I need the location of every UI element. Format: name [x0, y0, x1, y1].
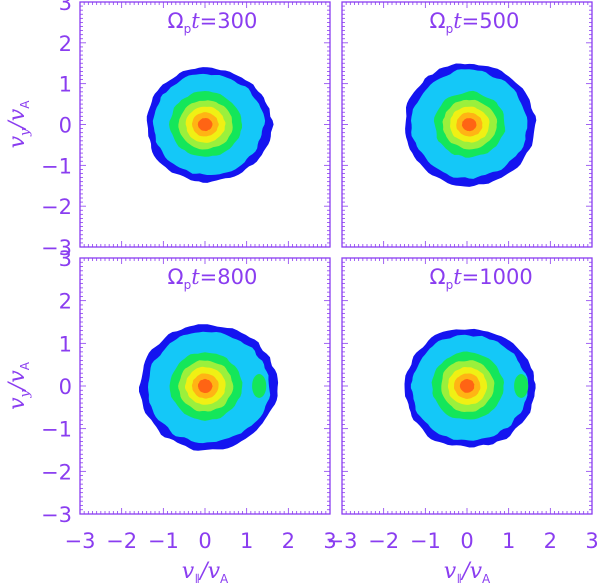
x-tick-label: −1: [148, 529, 179, 553]
secondary-beam-blob: [514, 374, 529, 398]
y-tick-label: −1: [41, 154, 72, 178]
x-tick-label: −1: [410, 529, 441, 553]
x-tick-label: 1: [240, 529, 253, 553]
panel-title: Ωpt=800: [168, 265, 258, 292]
y-tick-label: 2: [59, 290, 72, 314]
contour-level-7: [197, 118, 213, 132]
y-tick-label: −1: [41, 418, 72, 442]
y-tick-label: 3: [59, 0, 72, 15]
x-tick-label: 2: [544, 529, 557, 553]
x-tick-label: −2: [368, 529, 399, 553]
secondary-beam-blob: [252, 374, 267, 398]
contour-level-7: [461, 118, 477, 132]
y-tick-label: 2: [59, 32, 72, 56]
contour-level-7: [459, 378, 475, 393]
y-tick-label: 1: [59, 73, 72, 97]
y-tick-label: 0: [59, 114, 72, 138]
panel-3: Ωpt=800 −3 −2 −1 0 1 2 3 vy/vA −3 −2 −1 0 1 2 3 v∥/vA: [5, 247, 337, 583]
x-tick-label: −3: [327, 529, 358, 553]
panel-title: Ωpt=300: [168, 9, 258, 36]
panel-title: Ωpt=1000: [430, 265, 533, 292]
x-tick-label: 0: [198, 529, 211, 553]
x-tick-label: 1: [502, 529, 515, 553]
x-tick-label: 3: [323, 529, 336, 553]
y-tick-label: −3: [41, 236, 72, 260]
x-tick-label: −3: [65, 529, 96, 553]
panel-4: Ωpt=1000 −3 −2 −1 0 1 2 3 v∥/vA: [327, 257, 599, 583]
y-tick-label: 3: [59, 247, 72, 271]
panel-title: Ωpt=500: [430, 9, 520, 36]
x-axis-label: v∥/vA: [444, 559, 491, 583]
panel-2: Ωpt=500: [341, 1, 593, 248]
y-tick-label: −2: [41, 460, 72, 484]
x-tick-label: 2: [282, 529, 295, 553]
panel-1: Ωpt=300 −3 −2 −1 0 1 2 3 vy/vA: [5, 0, 331, 260]
x-tick-label: 3: [585, 529, 598, 553]
y-tick-label: −3: [41, 503, 72, 527]
contour-level-7: [197, 378, 213, 393]
x-axis-label: v∥/vA: [182, 559, 229, 583]
y-axis-label: vy/vA: [5, 100, 33, 149]
x-tick-label: −2: [106, 529, 137, 553]
y-tick-label: −2: [41, 195, 72, 219]
y-axis-label: vy/vA: [5, 361, 33, 410]
y-tick-label: 0: [59, 375, 72, 399]
x-tick-label: 0: [460, 529, 473, 553]
y-tick-label: 1: [59, 332, 72, 356]
